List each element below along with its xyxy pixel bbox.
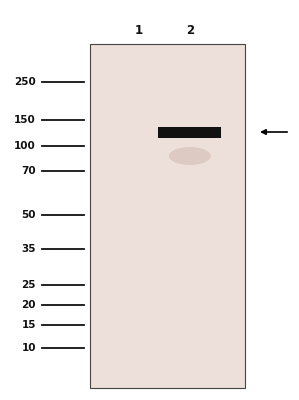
Text: 1: 1 [135, 24, 143, 36]
Text: 2: 2 [186, 24, 194, 36]
Ellipse shape [169, 147, 211, 165]
Text: 150: 150 [14, 115, 36, 125]
Text: 25: 25 [22, 280, 36, 290]
Bar [90, 44, 245, 388]
Text: 35: 35 [22, 244, 36, 254]
Text: 20: 20 [22, 300, 36, 310]
Text: 250: 250 [14, 77, 36, 87]
Text: 70: 70 [21, 166, 36, 176]
Bar [158, 127, 221, 138]
Text: 100: 100 [14, 141, 36, 151]
Bar [158, 127, 221, 132]
Text: 10: 10 [22, 343, 36, 353]
Text: 50: 50 [22, 210, 36, 220]
Text: 15: 15 [22, 320, 36, 330]
